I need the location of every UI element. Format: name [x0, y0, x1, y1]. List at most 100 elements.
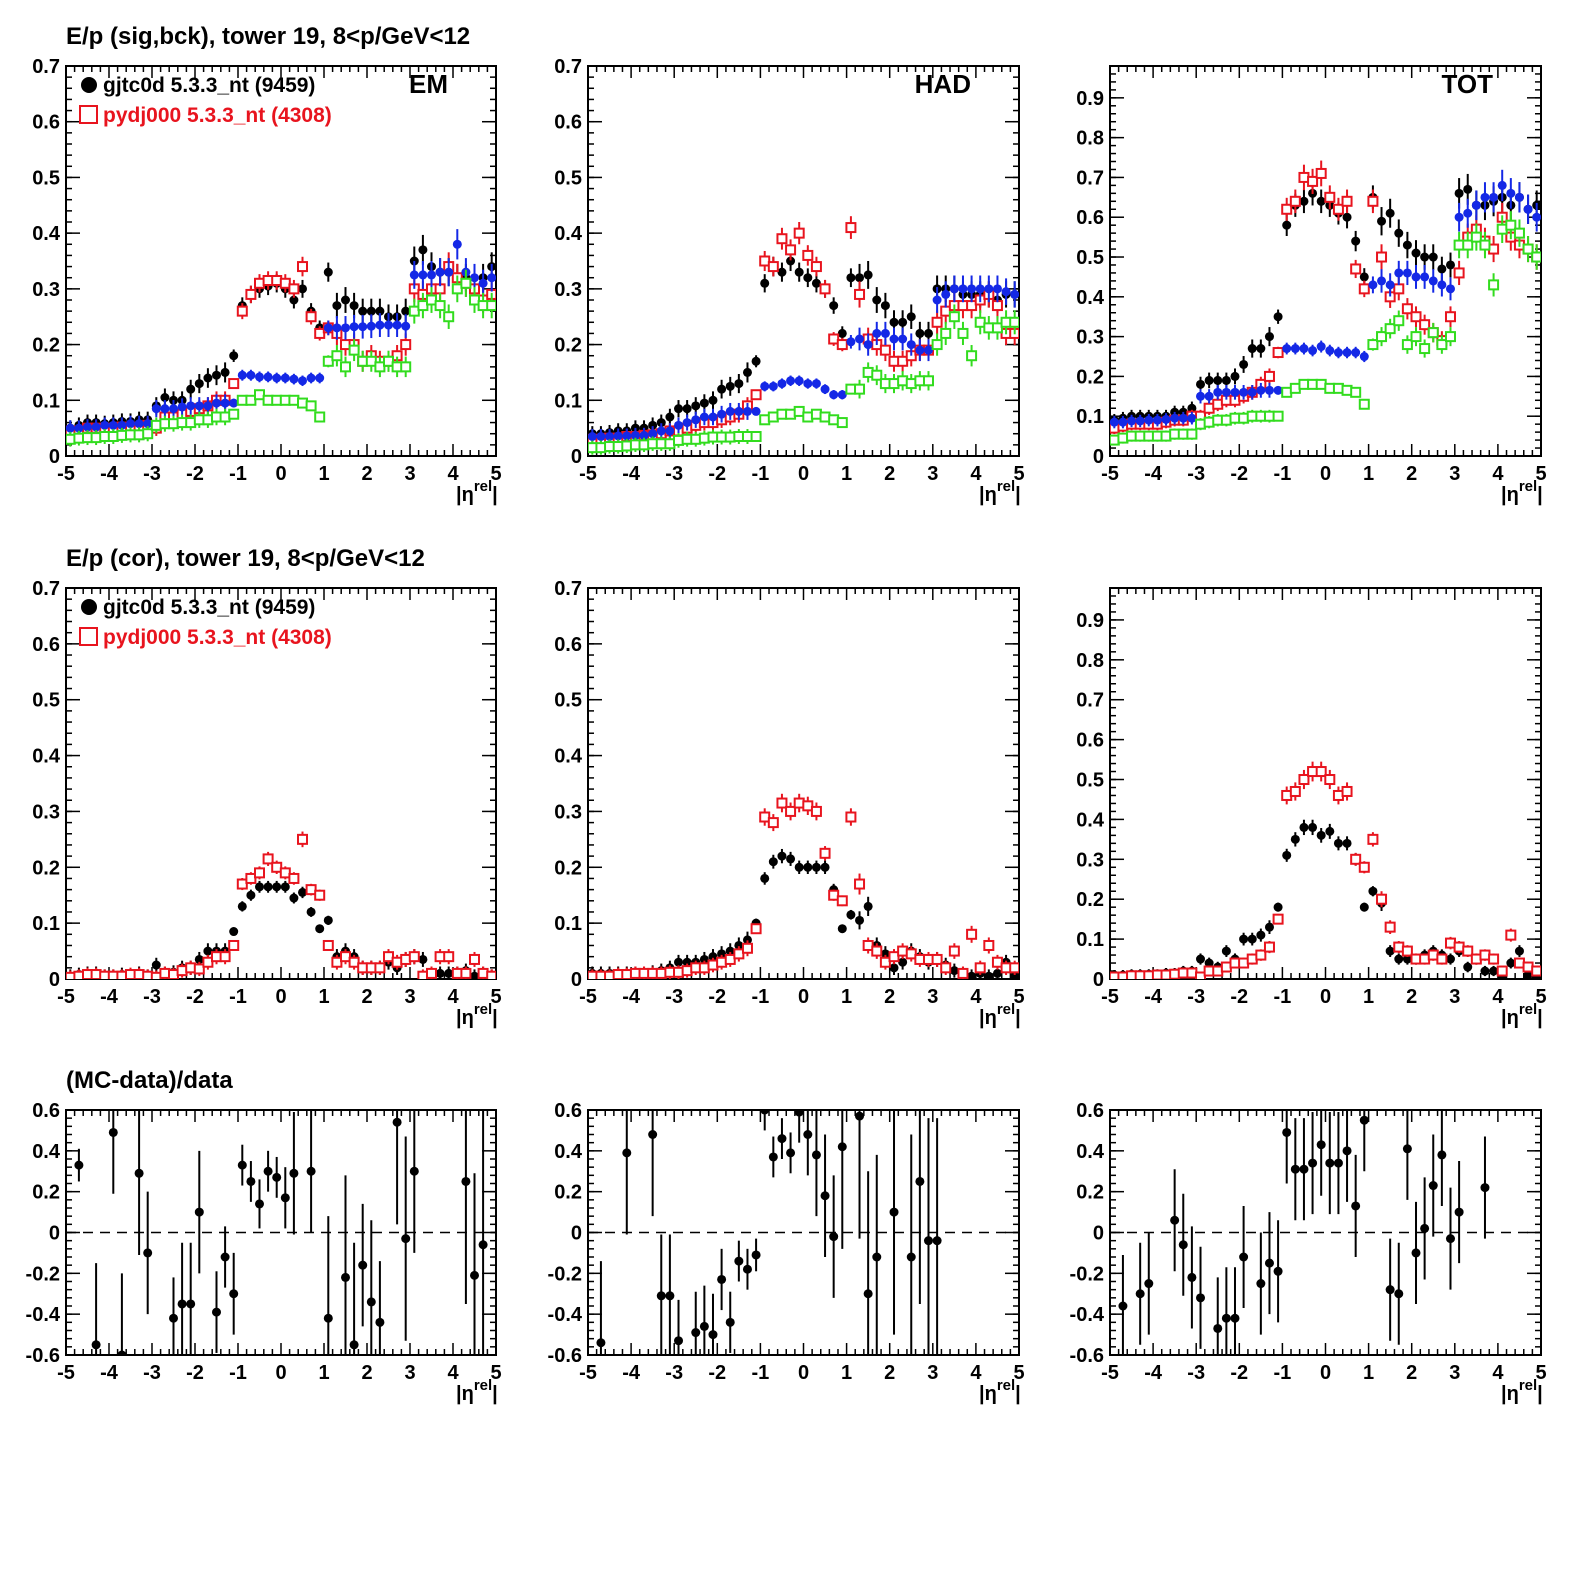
- x-tick-label: 4: [1492, 463, 1504, 485]
- x-tick-label: -2: [186, 463, 204, 485]
- x-tick-label: 1: [1363, 1362, 1374, 1384]
- mc-point: [314, 411, 326, 423]
- x-tick-label: -1: [1274, 463, 1292, 485]
- plot-frame: [1109, 65, 1542, 457]
- mc-point: [469, 953, 480, 965]
- mc-point: [1358, 861, 1370, 873]
- data-point: [169, 1313, 178, 1323]
- mc-point: [741, 942, 753, 954]
- data-point: [751, 356, 761, 366]
- data-point: [923, 328, 933, 338]
- data-point: [1454, 1207, 1464, 1217]
- data-point: [1010, 971, 1019, 979]
- mc-point: [228, 408, 240, 420]
- mc-point: [785, 805, 797, 817]
- mc-point: [836, 417, 848, 429]
- mc-point: [245, 394, 257, 406]
- data-point: [246, 1176, 256, 1186]
- data-point: [674, 957, 684, 967]
- y-tick-label: 0.1: [1076, 406, 1104, 428]
- mc-point: [288, 872, 300, 884]
- data-point: [1264, 1258, 1274, 1268]
- x-tick-label: -5: [57, 1362, 75, 1384]
- data-point: [777, 851, 787, 861]
- y-tick-label: -0.6: [548, 1345, 582, 1367]
- x-tick-label: -2: [186, 1362, 204, 1384]
- data-point: [760, 278, 770, 288]
- x-tick-label: 0: [1320, 986, 1331, 1008]
- data-point: [143, 1248, 153, 1258]
- mc-point: [297, 833, 308, 845]
- data-point: [263, 1166, 273, 1176]
- data-point: [846, 910, 856, 920]
- mc-point: [1186, 428, 1198, 440]
- data-point: [1445, 1234, 1455, 1244]
- mc-point: [202, 956, 214, 968]
- data-point: [255, 1199, 264, 1209]
- x-tick-label: 1: [841, 986, 852, 1008]
- y-tick-label: -0.6: [1070, 1345, 1104, 1367]
- data-point: [1342, 348, 1352, 358]
- data-point: [820, 384, 830, 394]
- mc-point: [1384, 323, 1396, 335]
- data-point: [1135, 416, 1145, 426]
- y-tick-label: -0.2: [548, 1263, 582, 1285]
- x-tick-label: -2: [1230, 1362, 1248, 1384]
- data-point: [786, 854, 796, 864]
- data-point: [1394, 954, 1404, 964]
- legend-label-mc: pydj000 5.3.3_nt (4308): [103, 104, 332, 127]
- data-point: [906, 312, 916, 322]
- x-axis-label: |ηrel|: [1501, 1377, 1543, 1405]
- data-point: [734, 1256, 744, 1266]
- y-tick-label: -0.4: [26, 1304, 61, 1326]
- data-point: [1514, 192, 1524, 202]
- data-point: [639, 430, 649, 440]
- x-tick-label: 4: [447, 986, 459, 1008]
- x-tick-label: 5: [1535, 986, 1546, 1008]
- data-point: [470, 1270, 479, 1280]
- mc-point: [1505, 929, 1517, 941]
- mc-point: [443, 951, 455, 963]
- mc-point: [785, 244, 797, 256]
- data-point: [1351, 1201, 1361, 1211]
- data-point: [742, 1264, 752, 1274]
- x-tick-label: 1: [841, 1362, 852, 1384]
- data-point: [306, 373, 316, 383]
- data-point: [742, 406, 752, 416]
- mc-point: [940, 962, 952, 974]
- data-point: [358, 306, 368, 316]
- data-point: [674, 420, 684, 430]
- plot-area: [596, 1110, 942, 1355]
- data-point: [794, 267, 804, 277]
- y-tick-label: 0.3: [554, 279, 582, 301]
- plot-area: [1110, 761, 1541, 979]
- data-point: [777, 267, 787, 277]
- data-point: [682, 418, 692, 428]
- data-point: [880, 301, 890, 311]
- data-point: [820, 862, 830, 872]
- legend: gjtc0d 5.3.3_nt (9459) pydj000 5.3.3_nt (…: [79, 74, 332, 127]
- x-tick-label: 5: [1535, 1362, 1546, 1384]
- data-point: [1411, 272, 1421, 282]
- data-point: [794, 862, 804, 872]
- mc-point: [305, 400, 317, 412]
- data-point: [237, 901, 247, 911]
- x-tick-label: 0: [275, 463, 286, 485]
- mc-point: [810, 261, 822, 273]
- data-point: [1196, 391, 1206, 401]
- data-point: [872, 328, 882, 338]
- plot-area: [588, 793, 1019, 979]
- data-point: [975, 284, 985, 294]
- data-point: [272, 1172, 282, 1182]
- data-point: [375, 1317, 385, 1327]
- x-tick-label: 4: [1492, 986, 1504, 1008]
- mc-point: [1263, 941, 1275, 953]
- data-point: [306, 1166, 316, 1176]
- data-point: [699, 1321, 709, 1331]
- data-point: [777, 379, 787, 389]
- data-point: [613, 431, 623, 441]
- data-point: [889, 963, 899, 973]
- y-tick-label: -0.2: [26, 1263, 60, 1285]
- data-point: [665, 426, 675, 436]
- legend-marker-data: [81, 599, 97, 615]
